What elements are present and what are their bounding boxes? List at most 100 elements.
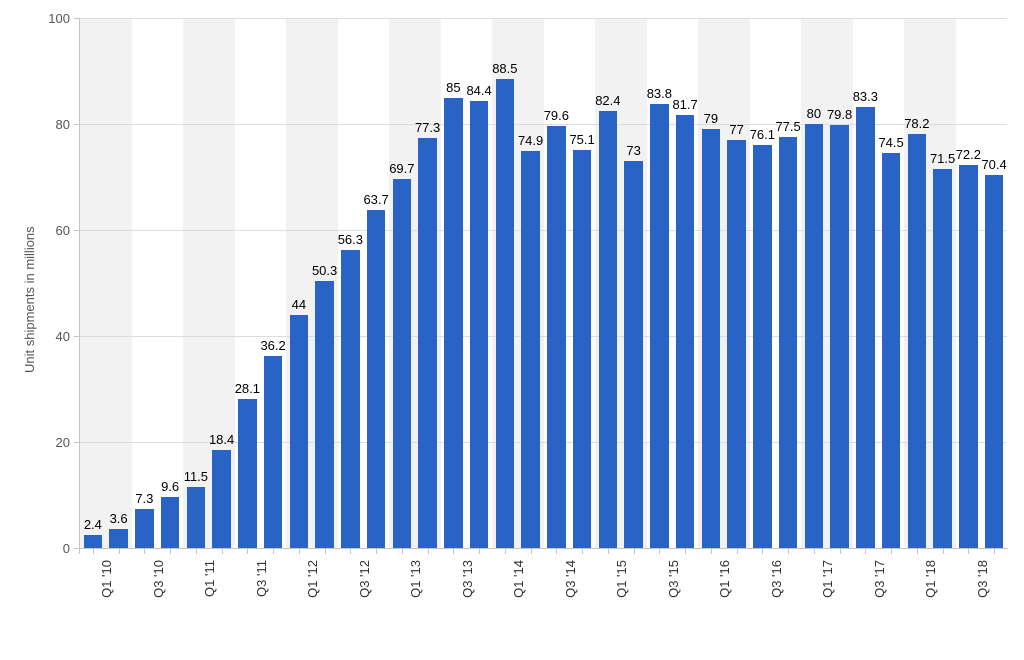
x-tick-mark — [814, 548, 815, 554]
bar-value-label: 84.4 — [459, 83, 500, 98]
bar — [161, 497, 180, 548]
x-tick-mark — [762, 548, 763, 554]
bar-value-label: 74.5 — [871, 135, 912, 150]
bar-value-label: 83.3 — [845, 89, 886, 104]
x-tick-mark — [93, 548, 94, 554]
bar — [779, 137, 798, 548]
bar — [367, 210, 386, 548]
bar-value-label: 77.3 — [407, 120, 448, 135]
bar-value-label: 88.5 — [484, 61, 525, 76]
x-axis-line — [74, 548, 1007, 549]
x-tick-mark — [994, 548, 995, 554]
x-tick-mark — [711, 548, 712, 554]
x-tick-mark — [840, 548, 841, 554]
x-tick-mark — [222, 548, 223, 554]
bar-value-label: 56.3 — [330, 232, 371, 247]
bar-value-label: 82.4 — [587, 93, 628, 108]
x-tick-mark — [737, 548, 738, 554]
y-tick-mark — [74, 18, 80, 19]
bar — [650, 104, 669, 548]
x-tick-mark — [247, 548, 248, 554]
bar-value-label: 44 — [278, 297, 319, 312]
bar — [135, 509, 154, 548]
bar — [702, 129, 721, 548]
x-tick-label: Q3 '16 — [769, 560, 784, 660]
x-tick-mark — [273, 548, 274, 554]
x-tick-label: Q1 '10 — [99, 560, 114, 660]
bar-value-label: 63.7 — [356, 192, 397, 207]
x-tick-label: Q3 '10 — [151, 560, 166, 660]
x-tick-mark — [891, 548, 892, 554]
x-tick-mark — [917, 548, 918, 554]
x-tick-mark — [634, 548, 635, 554]
bar — [84, 535, 103, 548]
x-tick-mark — [865, 548, 866, 554]
bar — [573, 150, 592, 548]
y-tick-label: 60 — [36, 223, 70, 238]
bar-value-label: 79.6 — [536, 108, 577, 123]
bar — [882, 153, 901, 548]
y-tick-label: 40 — [36, 329, 70, 344]
x-tick-label: Q3 '18 — [975, 560, 990, 660]
x-tick-mark — [556, 548, 557, 554]
bar — [187, 487, 206, 548]
x-tick-mark — [479, 548, 480, 554]
x-tick-mark — [376, 548, 377, 554]
bar — [496, 79, 515, 548]
x-tick-mark — [402, 548, 403, 554]
bar-chart: Unit shipments in millions 2.43.67.39.61… — [0, 0, 1024, 648]
bar-value-label: 50.3 — [304, 263, 345, 278]
x-tick-label: Q1 '12 — [305, 560, 320, 660]
x-tick-mark — [943, 548, 944, 554]
bar — [444, 98, 463, 549]
x-tick-mark — [968, 548, 969, 554]
y-tick-mark — [74, 124, 80, 125]
y-tick-mark — [74, 548, 80, 549]
bar-value-label: 11.5 — [175, 469, 216, 484]
bar — [547, 126, 566, 548]
x-tick-label: Q3 '13 — [460, 560, 475, 660]
bar-value-label: 81.7 — [665, 97, 706, 112]
x-tick-label: Q1 '14 — [511, 560, 526, 660]
bar — [856, 107, 875, 548]
x-tick-label: Q1 '11 — [202, 560, 217, 660]
x-tick-label: Q3 '14 — [563, 560, 578, 660]
bar — [341, 250, 360, 548]
bar-value-label: 74.9 — [510, 133, 551, 148]
bar — [985, 175, 1004, 548]
bar — [109, 529, 128, 548]
bar — [470, 101, 489, 548]
x-tick-mark — [685, 548, 686, 554]
bar — [753, 145, 772, 548]
bar-value-label: 78.2 — [896, 116, 937, 131]
bar — [830, 125, 849, 548]
bar — [599, 111, 618, 548]
bar-value-label: 69.7 — [381, 161, 422, 176]
x-tick-label: Q1 '15 — [614, 560, 629, 660]
y-tick-mark — [74, 230, 80, 231]
bar — [959, 165, 978, 548]
bar-value-label: 73 — [613, 143, 654, 158]
bar — [212, 450, 231, 548]
bar — [805, 124, 824, 548]
y-tick-label: 100 — [36, 11, 70, 26]
bar — [676, 115, 695, 548]
x-tick-label: Q3 '15 — [666, 560, 681, 660]
x-tick-label: Q1 '16 — [717, 560, 732, 660]
y-tick-mark — [74, 336, 80, 337]
x-tick-mark — [299, 548, 300, 554]
bar-value-label: 77.5 — [768, 119, 809, 134]
x-tick-mark — [144, 548, 145, 554]
x-tick-label: Q1 '17 — [820, 560, 835, 660]
bar-value-label: 18.4 — [201, 432, 242, 447]
x-tick-label: Q3 '17 — [872, 560, 887, 660]
gridline — [80, 18, 1007, 19]
x-tick-mark — [428, 548, 429, 554]
bar-value-label: 3.6 — [98, 511, 139, 526]
x-tick-mark — [788, 548, 789, 554]
y-axis-title: Unit shipments in millions — [22, 226, 37, 373]
x-tick-mark — [119, 548, 120, 554]
x-tick-mark — [350, 548, 351, 554]
bar — [521, 151, 540, 548]
bar — [264, 356, 283, 548]
